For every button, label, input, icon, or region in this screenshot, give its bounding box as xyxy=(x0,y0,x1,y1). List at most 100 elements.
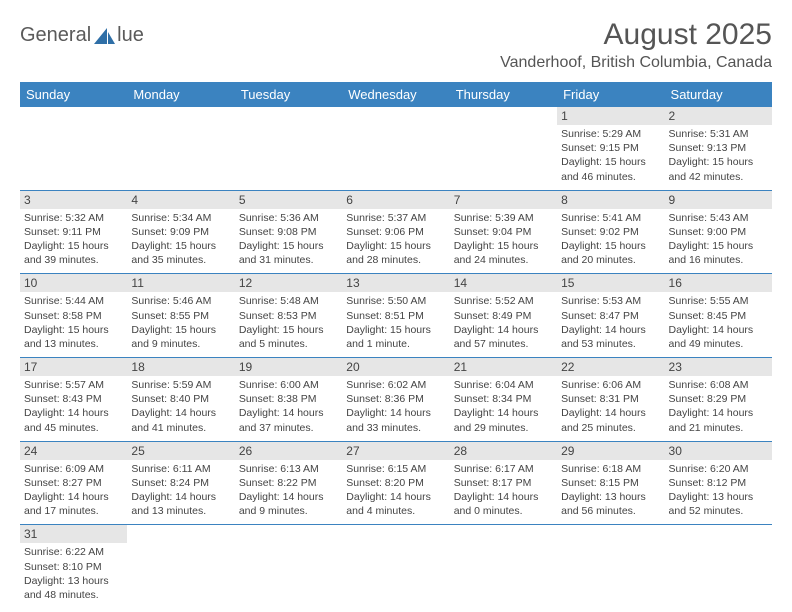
calendar-cell: 5 Sunrise: 5:36 AMSunset: 9:08 PMDaylight… xyxy=(235,190,342,274)
daylight-text: Daylight: 14 hours and 53 minutes. xyxy=(561,323,660,351)
calendar-row: 24Sunrise: 6:09 AMSunset: 8:27 PMDayligh… xyxy=(20,441,772,525)
logo-text-right: lue xyxy=(117,24,144,47)
day-info: Sunrise: 6:06 AMSunset: 8:31 PMDaylight:… xyxy=(561,378,660,435)
day-number: 27 xyxy=(342,442,449,460)
sunset-text: Sunset: 9:08 PM xyxy=(239,225,338,239)
daylight-text: Daylight: 15 hours and 1 minute. xyxy=(346,323,445,351)
day-info: Sunrise: 5:43 AMSunset: 9:00 PMDaylight:… xyxy=(669,211,768,268)
sunset-text: Sunset: 8:36 PM xyxy=(346,392,445,406)
sunrise-text: Sunrise: 5:46 AM xyxy=(131,294,230,308)
sunrise-text: Sunrise: 6:17 AM xyxy=(454,462,553,476)
day-info: Sunrise: 5:53 AMSunset: 8:47 PMDaylight:… xyxy=(561,294,660,351)
day-info: Sunrise: 6:22 AMSunset: 8:10 PMDaylight:… xyxy=(24,545,123,602)
sunset-text: Sunset: 8:27 PM xyxy=(24,476,123,490)
calendar-row: 10Sunrise: 5:44 AMSunset: 8:58 PMDayligh… xyxy=(20,274,772,358)
daylight-text: Daylight: 14 hours and 4 minutes. xyxy=(346,490,445,518)
daylight-text: Daylight: 13 hours and 56 minutes. xyxy=(561,490,660,518)
day-info: Sunrise: 5:34 AMSunset: 9:09 PMDaylight:… xyxy=(131,211,230,268)
sunset-text: Sunset: 8:55 PM xyxy=(131,309,230,323)
daylight-text: Daylight: 14 hours and 13 minutes. xyxy=(131,490,230,518)
sunrise-text: Sunrise: 5:48 AM xyxy=(239,294,338,308)
sunrise-text: Sunrise: 5:55 AM xyxy=(669,294,768,308)
sunset-text: Sunset: 8:45 PM xyxy=(669,309,768,323)
day-info: Sunrise: 6:15 AMSunset: 8:20 PMDaylight:… xyxy=(346,462,445,519)
daylight-text: Daylight: 15 hours and 9 minutes. xyxy=(131,323,230,351)
calendar-cell: 27 Sunrise: 6:15 AMSunset: 8:20 PMDayligh… xyxy=(342,441,449,525)
sunrise-text: Sunrise: 5:31 AM xyxy=(669,127,768,141)
sunset-text: Sunset: 8:20 PM xyxy=(346,476,445,490)
sunset-text: Sunset: 8:43 PM xyxy=(24,392,123,406)
calendar-cell: 25Sunrise: 6:11 AMSunset: 8:24 PMDayligh… xyxy=(127,441,234,525)
day-info: Sunrise: 6:02 AMSunset: 8:36 PMDaylight:… xyxy=(346,378,445,435)
page-header: Generallue August 2025 Vanderhoof, Briti… xyxy=(20,18,772,72)
day-info: Sunrise: 5:48 AMSunset: 8:53 PMDaylight:… xyxy=(239,294,338,351)
daylight-text: Daylight: 15 hours and 39 minutes. xyxy=(24,239,123,267)
sunset-text: Sunset: 8:24 PM xyxy=(131,476,230,490)
daylight-text: Daylight: 14 hours and 21 minutes. xyxy=(669,406,768,434)
calendar-cell xyxy=(557,525,664,608)
calendar-row: 3Sunrise: 5:32 AMSunset: 9:11 PMDaylight… xyxy=(20,190,772,274)
sunrise-text: Sunrise: 5:41 AM xyxy=(561,211,660,225)
calendar-cell: 6Sunrise: 5:37 AMSunset: 9:06 PMDaylight… xyxy=(342,190,449,274)
sunrise-text: Sunrise: 6:20 AM xyxy=(669,462,768,476)
day-info: Sunrise: 6:00 AMSunset: 8:38 PMDaylight:… xyxy=(239,378,338,435)
sunrise-text: Sunrise: 6:04 AM xyxy=(454,378,553,392)
sunrise-text: Sunrise: 5:59 AM xyxy=(131,378,230,392)
daylight-text: Daylight: 14 hours and 33 minutes. xyxy=(346,406,445,434)
sunrise-text: Sunrise: 5:52 AM xyxy=(454,294,553,308)
calendar-cell xyxy=(450,107,557,190)
sunrise-text: Sunrise: 5:53 AM xyxy=(561,294,660,308)
daylight-text: Daylight: 14 hours and 17 minutes. xyxy=(24,490,123,518)
daylight-text: Daylight: 15 hours and 5 minutes. xyxy=(239,323,338,351)
month-title: August 2025 xyxy=(500,18,772,52)
sunset-text: Sunset: 9:15 PM xyxy=(561,141,660,155)
calendar-cell: 18Sunrise: 5:59 AMSunset: 8:40 PMDayligh… xyxy=(127,358,234,442)
day-info: Sunrise: 6:18 AMSunset: 8:15 PMDaylight:… xyxy=(561,462,660,519)
sunset-text: Sunset: 9:13 PM xyxy=(669,141,768,155)
sunrise-text: Sunrise: 5:37 AM xyxy=(346,211,445,225)
calendar-cell: 7Sunrise: 5:39 AMSunset: 9:04 PMDaylight… xyxy=(450,190,557,274)
sunset-text: Sunset: 8:10 PM xyxy=(24,560,123,574)
calendar-cell: 29Sunrise: 6:18 AMSunset: 8:15 PMDayligh… xyxy=(557,441,664,525)
calendar-cell: 14Sunrise: 5:52 AMSunset: 8:49 PMDayligh… xyxy=(450,274,557,358)
day-info: Sunrise: 5:59 AMSunset: 8:40 PMDaylight:… xyxy=(131,378,230,435)
calendar-cell: 10Sunrise: 5:44 AMSunset: 8:58 PMDayligh… xyxy=(20,274,127,358)
daylight-text: Daylight: 14 hours and 49 minutes. xyxy=(669,323,768,351)
calendar-cell: 23Sunrise: 6:08 AMSunset: 8:29 PMDayligh… xyxy=(665,358,772,442)
sunrise-text: Sunrise: 6:02 AM xyxy=(346,378,445,392)
day-number: 5 xyxy=(235,191,342,209)
sunrise-text: Sunrise: 6:06 AM xyxy=(561,378,660,392)
calendar-table: SundayMondayTuesdayWednesdayThursdayFrid… xyxy=(20,82,772,608)
calendar-cell: 1Sunrise: 5:29 AMSunset: 9:15 PMDaylight… xyxy=(557,107,664,190)
daylight-text: Daylight: 15 hours and 24 minutes. xyxy=(454,239,553,267)
sunset-text: Sunset: 8:17 PM xyxy=(454,476,553,490)
sunset-text: Sunset: 8:49 PM xyxy=(454,309,553,323)
day-number: 31 xyxy=(20,525,127,543)
calendar-cell xyxy=(342,525,449,608)
sunset-text: Sunset: 8:47 PM xyxy=(561,309,660,323)
daylight-text: Daylight: 14 hours and 57 minutes. xyxy=(454,323,553,351)
day-info: Sunrise: 5:46 AMSunset: 8:55 PMDaylight:… xyxy=(131,294,230,351)
day-info: Sunrise: 6:08 AMSunset: 8:29 PMDaylight:… xyxy=(669,378,768,435)
daylight-text: Daylight: 14 hours and 45 minutes. xyxy=(24,406,123,434)
calendar-cell xyxy=(127,107,234,190)
logo-sail-icon xyxy=(93,26,117,46)
sunrise-text: Sunrise: 6:08 AM xyxy=(669,378,768,392)
day-number: 16 xyxy=(665,274,772,292)
calendar-cell xyxy=(127,525,234,608)
day-info: Sunrise: 5:36 AMSunset: 9:08 PMDaylight:… xyxy=(239,211,338,268)
calendar-cell: 28Sunrise: 6:17 AMSunset: 8:17 PMDayligh… xyxy=(450,441,557,525)
sunset-text: Sunset: 8:29 PM xyxy=(669,392,768,406)
sunset-text: Sunset: 9:06 PM xyxy=(346,225,445,239)
sunset-text: Sunset: 9:00 PM xyxy=(669,225,768,239)
calendar-cell: 2Sunrise: 5:31 AMSunset: 9:13 PMDaylight… xyxy=(665,107,772,190)
calendar-cell: 21Sunrise: 6:04 AMSunset: 8:34 PMDayligh… xyxy=(450,358,557,442)
daylight-text: Daylight: 15 hours and 31 minutes. xyxy=(239,239,338,267)
calendar-cell: 8Sunrise: 5:41 AMSunset: 9:02 PMDaylight… xyxy=(557,190,664,274)
calendar-cell: 20Sunrise: 6:02 AMSunset: 8:36 PMDayligh… xyxy=(342,358,449,442)
sunset-text: Sunset: 8:38 PM xyxy=(239,392,338,406)
logo: Generallue xyxy=(20,18,144,47)
sunrise-text: Sunrise: 5:44 AM xyxy=(24,294,123,308)
day-number: 22 xyxy=(557,358,664,376)
day-number: 12 xyxy=(235,274,342,292)
